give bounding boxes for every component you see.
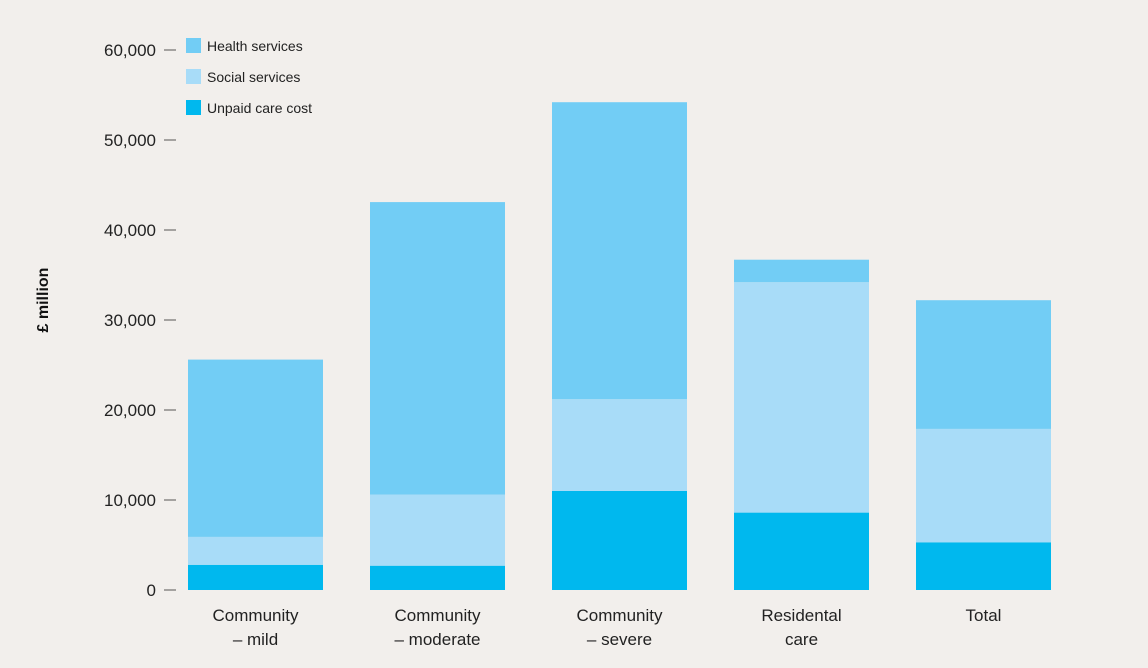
x-tick-label: Community – severe (577, 606, 663, 649)
legend-swatch (186, 38, 201, 53)
legend: Health services Social services Unpaid car… (186, 38, 312, 116)
y-tick-label: 20,000 (104, 401, 156, 420)
y-tick-label: 30,000 (104, 311, 156, 330)
y-tick-label: 0 (147, 581, 156, 600)
bar-segment-health-services (916, 300, 1051, 429)
legend-label: Social services (207, 69, 300, 85)
bar-segment-social-services (916, 428, 1051, 543)
x-tick-label: Community – moderate (395, 606, 481, 649)
legend-swatch (186, 69, 201, 84)
bar-segment-social-services (552, 399, 687, 491)
x-tick-label: Community – mild (213, 606, 299, 649)
x-tick-label: Total (966, 606, 1002, 625)
bar-segment-health-services (552, 102, 687, 400)
y-tick-label: 10,000 (104, 491, 156, 510)
y-axis: 0 10,000 20,000 30,000 40,000 50,000 60,000 (104, 41, 176, 600)
bar-segment-unpaid-care-cost (188, 564, 323, 590)
y-axis-title: £ million (35, 268, 52, 333)
bars (188, 102, 1051, 590)
legend-swatch (186, 100, 201, 115)
bar-segment-social-services (188, 536, 323, 565)
y-tick-label: 40,000 (104, 221, 156, 240)
x-axis: Community – mild Community – moderate Commun… (213, 606, 1002, 649)
y-tick-label: 50,000 (104, 131, 156, 150)
legend-label: Unpaid care cost (207, 100, 312, 116)
legend-label: Health services (207, 38, 303, 54)
bar-segment-unpaid-care-cost (734, 512, 869, 590)
bar-segment-health-services (188, 359, 323, 537)
y-tick-label: 60,000 (104, 41, 156, 60)
bar-segment-health-services (370, 202, 505, 495)
bar-segment-unpaid-care-cost (370, 565, 505, 590)
bar-segment-social-services (370, 494, 505, 566)
bar-segment-health-services (734, 259, 869, 283)
bar-segment-unpaid-care-cost (552, 491, 687, 590)
bar-segment-unpaid-care-cost (916, 542, 1051, 590)
bar-segment-social-services (734, 282, 869, 513)
x-tick-label: Residental care (761, 606, 841, 649)
